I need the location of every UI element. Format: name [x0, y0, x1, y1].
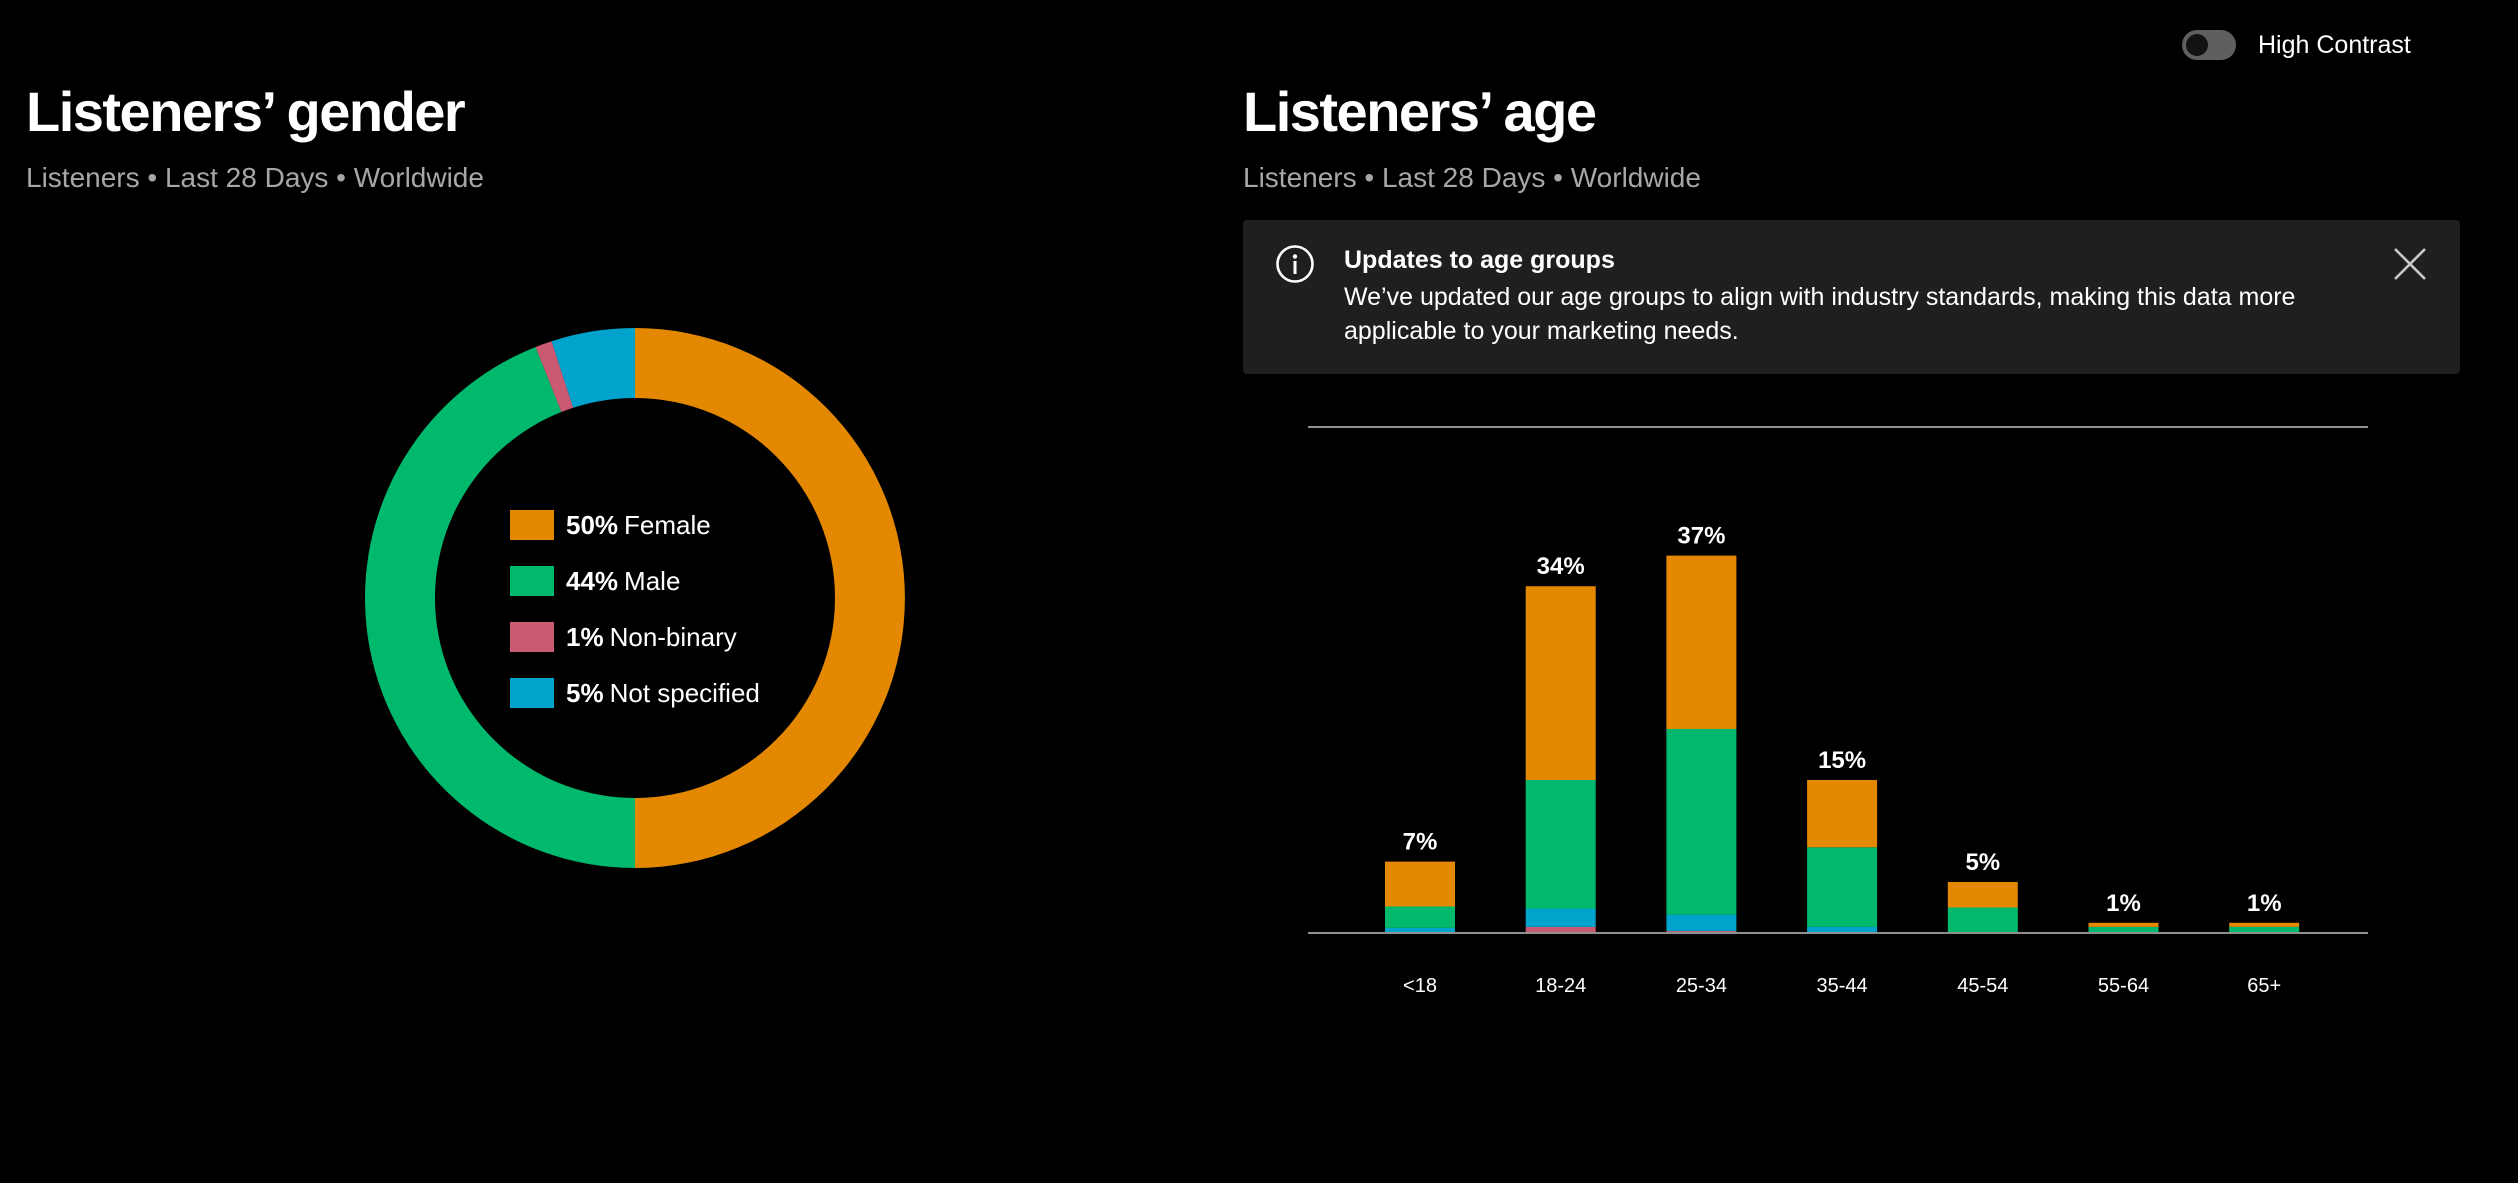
legend-swatch-not-specified: [510, 678, 554, 708]
notice-title: Updates to age groups: [1344, 246, 1615, 274]
high-contrast-label: High Contrast: [2258, 30, 2411, 59]
bar-35-44-male: [1807, 847, 1878, 927]
bar-35-44-not_specified: [1807, 926, 1878, 933]
legend-item-male: 44% Male: [510, 553, 760, 609]
age-groups-notice: Updates to age groups We’ve updated our …: [1243, 220, 2460, 374]
gender-donut-chart: [365, 328, 905, 869]
bar-18-24-female: [1525, 586, 1596, 780]
bar-total-label: 34%: [1537, 553, 1585, 580]
bar-65+-female: [2229, 922, 2300, 927]
bar-18-24-not_specified: [1525, 908, 1596, 927]
gender-chart-title: Listeners’ gender: [26, 80, 466, 143]
legend-swatch-female: [510, 510, 554, 540]
legend-item-nonbinary: 1% Non-binary: [510, 609, 760, 665]
bar-45-54-male: [1947, 907, 2018, 932]
bar-25-34-male: [1666, 729, 1737, 915]
age-chart-title: Listeners’ age: [1243, 80, 1597, 143]
toggle-knob: [2186, 34, 2208, 56]
donut-slice-female: [635, 328, 905, 868]
legend-item-not-specified: 5% Not specified: [510, 665, 760, 721]
bar-<18-male: [1385, 906, 1455, 928]
legend-swatch-nonbinary: [510, 622, 554, 652]
info-icon: [1276, 245, 1314, 283]
bar-total-label: 7%: [1403, 829, 1438, 856]
bar-total-label: 1%: [2106, 890, 2141, 917]
gender-legend: 50% Female 44% Male 1% Non-binary 5% Not…: [510, 497, 760, 721]
bar-total-label: 15%: [1818, 747, 1866, 774]
gender-chart-subtitle: Listeners • Last 28 Days • Worldwide: [26, 162, 484, 193]
bar-25-34-nonbinary: [1666, 930, 1737, 933]
legend-label-nonbinary: Non-binary: [609, 621, 737, 652]
legend-label-not-specified: Not specified: [609, 677, 760, 708]
legend-label-male: Male: [624, 565, 681, 596]
legend-swatch-male: [510, 566, 554, 596]
legend-item-female: 50% Female: [510, 497, 760, 553]
notice-body: We’ve updated our age groups to align wi…: [1344, 283, 2296, 345]
bar-total-label: 1%: [2247, 890, 2282, 917]
high-contrast-control: High Contrast: [2182, 30, 2411, 60]
x-tick-label: 35-44: [1817, 975, 1868, 997]
bar-total-label: 37%: [1677, 523, 1725, 550]
bar-55-64-male: [2088, 926, 2159, 933]
x-tick-label: 55-64: [2098, 975, 2149, 997]
bar-55-64-female: [2088, 922, 2159, 927]
bar-18-24-male: [1525, 780, 1596, 909]
bar-total-label: 5%: [1965, 849, 2000, 876]
x-tick-label: 45-54: [1957, 975, 2008, 997]
bar-18-24-nonbinary: [1525, 926, 1596, 933]
legend-label-female: Female: [624, 509, 711, 540]
bar-65+-male: [2229, 926, 2300, 933]
legend-pct-nonbinary: 1%: [566, 621, 604, 652]
donut-slice-not-specified: [551, 328, 635, 408]
bar-35-44-female: [1807, 780, 1878, 848]
close-icon[interactable]: [2390, 244, 2430, 284]
age-chart-subtitle: Listeners • Last 28 Days • Worldwide: [1243, 162, 1701, 193]
high-contrast-toggle[interactable]: [2182, 30, 2236, 60]
donut-slice-non-binary: [535, 341, 574, 413]
x-tick-label: 18-24: [1535, 975, 1586, 997]
donut-slice-male: [365, 346, 635, 869]
x-tick-label: <18: [1403, 975, 1437, 997]
bar-45-54-female: [1947, 882, 2018, 908]
bar-25-34-not_specified: [1666, 914, 1737, 931]
legend-pct-female: 50%: [566, 509, 619, 540]
legend-pct-not-specified: 5%: [566, 677, 604, 708]
bar-<18-female: [1385, 861, 1455, 907]
x-tick-label: 25-34: [1676, 975, 1727, 997]
bar-25-34-female: [1666, 555, 1737, 729]
legend-pct-male: 44%: [566, 565, 619, 596]
bar-<18-not_specified: [1385, 927, 1455, 933]
x-tick-label: 65+: [2247, 975, 2281, 997]
